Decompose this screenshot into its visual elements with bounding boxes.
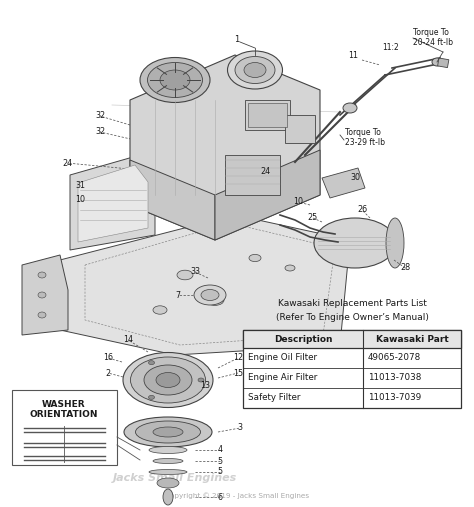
Ellipse shape [201,289,219,301]
Ellipse shape [136,421,201,443]
Bar [245,100,290,130]
Text: 6: 6 [218,492,222,501]
Ellipse shape [198,378,204,382]
Polygon shape [130,160,215,240]
Ellipse shape [177,270,193,280]
Ellipse shape [149,469,187,475]
Bar [12,390,117,465]
Bar [438,58,449,67]
Polygon shape [130,55,320,240]
Polygon shape [22,255,68,335]
Ellipse shape [123,352,213,408]
Text: (Refer To Engine Owner’s Manual): (Refer To Engine Owner’s Manual) [275,313,428,322]
Bar [285,115,315,143]
Polygon shape [215,150,320,240]
Text: 14: 14 [123,336,133,344]
Ellipse shape [148,395,155,400]
Text: Safety Filter: Safety Filter [248,393,301,403]
Ellipse shape [144,365,192,395]
Text: 11: 11 [348,51,358,59]
Ellipse shape [206,295,224,305]
Ellipse shape [153,306,167,314]
Ellipse shape [149,447,187,453]
Text: 11013-7038: 11013-7038 [368,374,421,382]
Text: 5: 5 [218,456,223,465]
Text: 30: 30 [350,173,360,183]
Ellipse shape [285,265,295,271]
Text: 31: 31 [75,180,85,190]
Ellipse shape [249,255,261,262]
Polygon shape [322,168,365,198]
Text: Kawasaki Part: Kawasaki Part [375,335,448,344]
Ellipse shape [163,489,173,505]
Text: 24: 24 [260,167,270,176]
Bar [243,330,461,408]
Ellipse shape [38,292,46,298]
Ellipse shape [343,103,357,113]
Bar [225,155,280,195]
Ellipse shape [244,62,266,78]
Ellipse shape [432,58,442,66]
Polygon shape [78,165,148,242]
Text: 5: 5 [218,467,223,477]
Ellipse shape [148,360,155,365]
Text: 4: 4 [218,446,222,454]
Text: 7: 7 [175,291,181,300]
Text: 24: 24 [62,159,72,167]
Ellipse shape [194,285,226,305]
Text: 49065-2078: 49065-2078 [368,353,421,363]
Text: 33: 33 [190,268,200,276]
Text: 15: 15 [233,369,243,378]
Ellipse shape [160,70,190,90]
Ellipse shape [153,458,183,463]
Ellipse shape [157,478,179,488]
Text: Torque To
20-24 ft-lb: Torque To 20-24 ft-lb [413,28,453,47]
Polygon shape [60,215,350,355]
Text: 28: 28 [400,264,410,272]
Text: 32: 32 [95,127,105,136]
Ellipse shape [228,51,283,89]
Text: 1: 1 [234,35,240,45]
Ellipse shape [386,218,404,268]
Ellipse shape [124,417,212,447]
Ellipse shape [130,357,206,403]
Text: Jacks Small Engines: Jacks Small Engines [113,473,237,483]
Text: 12: 12 [233,353,243,363]
Text: Description: Description [274,335,332,344]
Text: 26: 26 [357,205,367,214]
Text: Engine Oil Filter: Engine Oil Filter [248,353,317,363]
Text: Copyright © 2019 - Jacks Small Engines: Copyright © 2019 - Jacks Small Engines [165,493,309,499]
Text: 2: 2 [105,369,110,378]
Text: 11013-7039: 11013-7039 [368,393,421,403]
Bar [243,330,461,348]
Text: 16: 16 [103,353,113,363]
Polygon shape [70,155,155,250]
Text: 10: 10 [293,198,303,206]
Text: 10: 10 [75,196,85,204]
Ellipse shape [156,373,180,387]
Ellipse shape [38,272,46,278]
Bar [248,103,287,127]
Ellipse shape [153,427,183,437]
Text: 32: 32 [95,112,105,121]
Ellipse shape [147,62,202,97]
Text: WASHER
ORIENTATION: WASHER ORIENTATION [30,400,98,419]
Text: 13: 13 [200,380,210,389]
Text: Kawasaki Replacement Parts List: Kawasaki Replacement Parts List [278,299,427,308]
Ellipse shape [38,312,46,318]
Text: Engine Air Filter: Engine Air Filter [248,374,318,382]
Ellipse shape [235,56,275,84]
Ellipse shape [314,218,396,268]
Text: 11:2: 11:2 [382,43,399,52]
Ellipse shape [140,57,210,102]
Text: 25: 25 [308,213,318,223]
Text: 3: 3 [237,423,243,432]
Text: Torque To
23-29 ft-lb: Torque To 23-29 ft-lb [345,128,385,148]
